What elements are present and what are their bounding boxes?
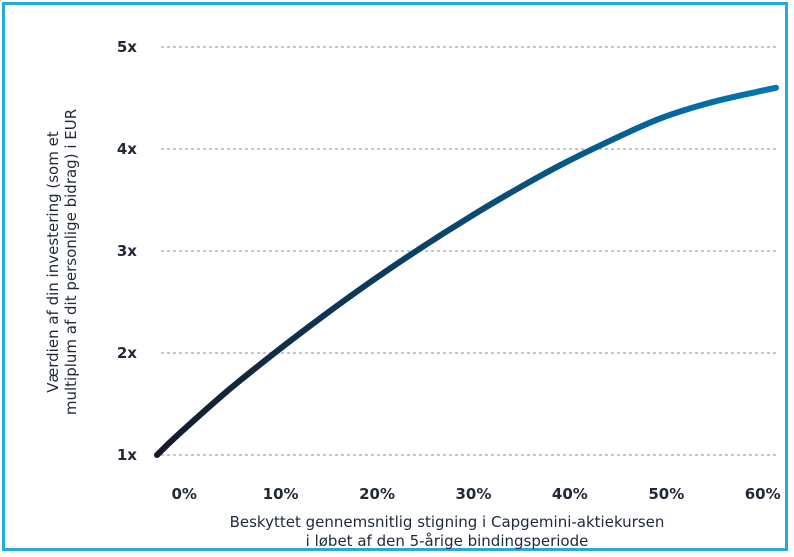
y-tick-label: 1x: [117, 446, 137, 464]
y-tick-labels: 1x 2x 3x 4x 5x: [117, 38, 137, 464]
y-axis-label: Værdien af din investering (som et multi…: [44, 109, 80, 415]
y-tick-label: 5x: [117, 38, 137, 56]
x-tick-label: 0%: [171, 485, 196, 503]
y-axis-label-line-1: Værdien af din investering (som et: [44, 131, 62, 393]
y-tick-label: 3x: [117, 242, 137, 260]
chart-frame: [2, 2, 788, 551]
x-axis-label-line-1: Beskyttet gennemsnitlig stigning i Capge…: [230, 513, 665, 531]
series-line-0: [154, 84, 779, 458]
y-tick-label: 4x: [117, 140, 137, 158]
y-axis-label-line-2: multiplum af dit personlige bidrag) i EU…: [62, 109, 80, 415]
y-tick-label: 2x: [117, 344, 137, 362]
x-axis-label: Beskyttet gennemsnitlig stigning i Capge…: [230, 513, 665, 550]
x-tick-label: 20%: [359, 485, 395, 503]
x-tick-label: 50%: [648, 485, 684, 503]
series-layer: [154, 84, 779, 458]
gridlines: [161, 46, 779, 456]
x-tick-label: 40%: [552, 485, 588, 503]
x-tick-labels: 0% 10% 20% 30% 40% 50% 60%: [171, 485, 780, 503]
x-tick-label: 10%: [263, 485, 299, 503]
x-tick-label: 30%: [456, 485, 492, 503]
x-axis-label-line-2: i løbet af den 5-årige bindingsperiode: [306, 532, 589, 550]
x-tick-label: 60%: [745, 485, 781, 503]
